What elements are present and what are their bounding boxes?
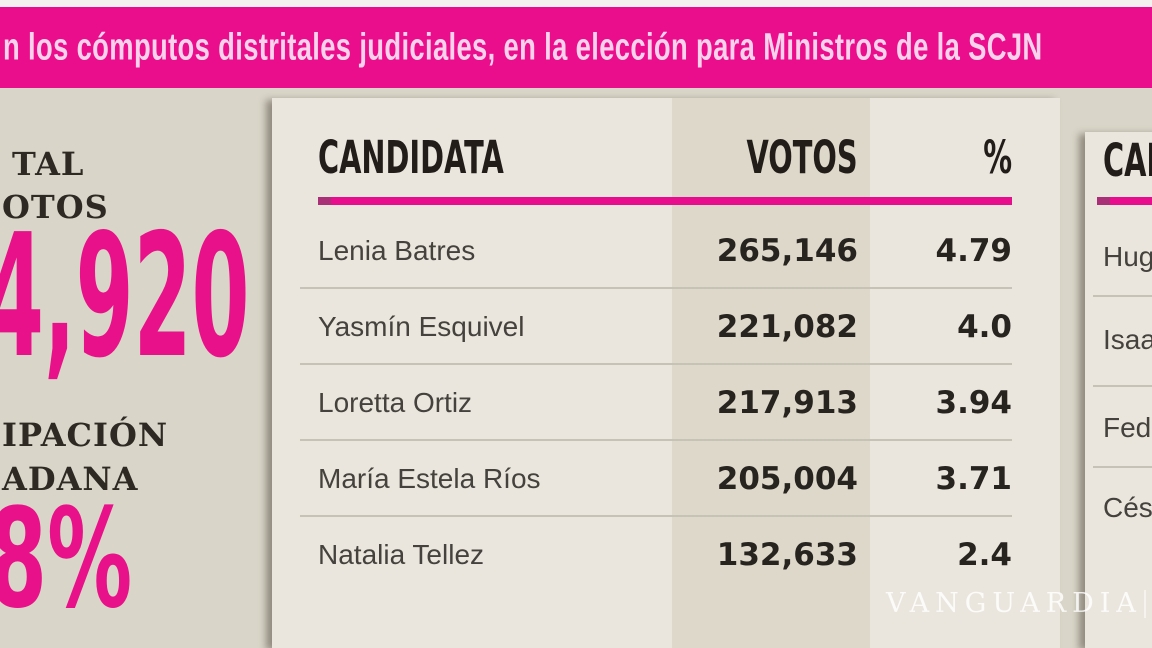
results-rows: Lenia Batres 265,146 4.79 Yasmín Esquive… [272, 213, 1060, 593]
candidate-name: María Estela Ríos [318, 463, 541, 494]
table-row: Loretta Ortiz 217,913 3.94 [272, 365, 1060, 441]
top-strip [0, 0, 1152, 7]
column-header-candidata: CANDIDATA [318, 131, 504, 184]
side-header-rule [1097, 197, 1152, 205]
banner: n los cómputos distritales judiciales, e… [0, 7, 1152, 88]
row-divider [1093, 466, 1152, 468]
percent-value: 3.94 [935, 385, 1013, 421]
participation-value: 8% [0, 480, 133, 639]
watermark-brand: VANGUARDIA [886, 588, 1142, 619]
votes-value: 132,633 [716, 537, 858, 573]
header-rule [318, 197, 1012, 205]
participation-label-line1: IPACIÓN [2, 416, 169, 454]
percent-value: 2.4 [957, 537, 1012, 573]
side-candidate-name: Hug [1103, 241, 1152, 272]
participation-label-line2: ADANA [2, 460, 139, 498]
percent-value: 4.79 [935, 233, 1013, 269]
percent-value: 3.71 [935, 461, 1013, 497]
candidate-name: Loretta Ortiz [318, 387, 473, 418]
side-column-header: CAN [1103, 134, 1152, 187]
row-divider [1093, 385, 1152, 387]
candidate-name: Yasmín Esquivel [318, 311, 525, 342]
table-row: María Estela Ríos 205,004 3.71 [272, 441, 1060, 517]
candidate-name: Natalia Tellez [318, 539, 485, 570]
total-votes-label-line1: TAL [12, 145, 85, 183]
table-row: Natalia Tellez 132,633 2.4 [272, 517, 1060, 593]
side-table-card: CAN Hug Isaa Fed Cés [1085, 132, 1152, 648]
votes-value: 205,004 [716, 461, 858, 497]
total-votes-label-line2: OTOS [2, 188, 109, 226]
votes-value: 217,913 [716, 385, 858, 421]
votes-value: 221,082 [716, 309, 858, 345]
side-candidate-name: Fed [1103, 412, 1152, 443]
column-header-percent: % [983, 131, 1012, 184]
candidate-name: Lenia Batres [318, 235, 476, 266]
votes-value: 265,146 [716, 233, 858, 269]
results-table-card: CANDIDATA VOTOS % Lenia Batres 265,146 4… [272, 98, 1060, 648]
side-candidate-name: Isaa [1103, 324, 1152, 355]
total-votes-value: 4,920 [0, 198, 250, 396]
table-row: Yasmín Esquivel 221,082 4.0 [272, 289, 1060, 365]
row-divider [1093, 295, 1152, 297]
watermark: VANGUARDIAMX [886, 588, 1152, 619]
watermark-suffix: MX [1143, 590, 1152, 618]
table-row: Lenia Batres 265,146 4.79 [272, 213, 1060, 289]
side-candidate-name: Cés [1103, 492, 1152, 523]
percent-value: 4.0 [957, 309, 1012, 345]
column-header-votos: VOTOS [746, 131, 858, 184]
banner-title: n los cómputos distritales judiciales, e… [3, 26, 1043, 68]
votes-column-band [672, 98, 870, 648]
